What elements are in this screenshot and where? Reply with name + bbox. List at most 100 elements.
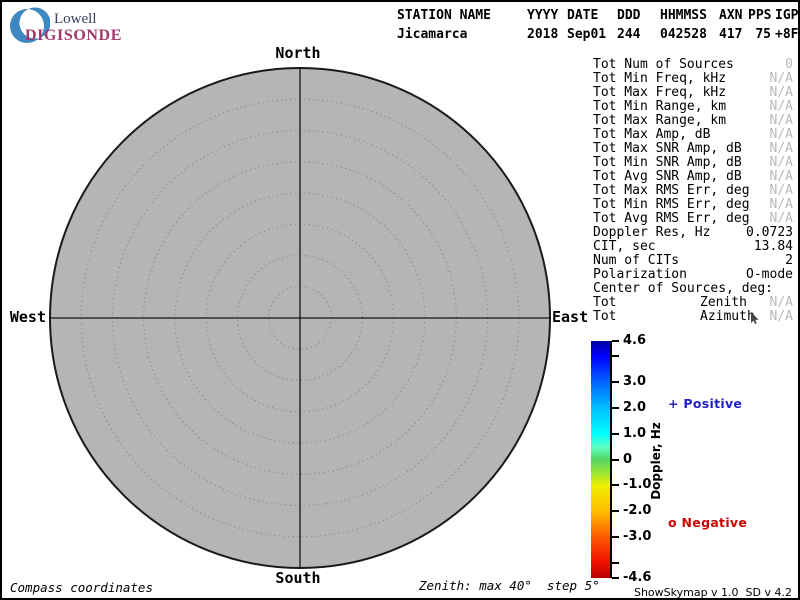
colorbar-tick	[612, 458, 619, 461]
station-col-6: PPS 75	[748, 6, 775, 44]
station-col-value: Sep01	[567, 27, 607, 42]
stat-value: N/A	[769, 197, 793, 212]
logo-product-text: DIGISONDE	[25, 27, 122, 44]
station-col-1: YYYY 2018	[527, 6, 567, 44]
station-col-header: PPS	[748, 8, 772, 23]
stat-label: Tot Min Range, km	[593, 99, 727, 114]
stat-value: N/A	[769, 113, 793, 128]
stat-label: Tot Max Range, km	[593, 113, 727, 128]
stat-row: Tot Num of Sources 0	[593, 58, 793, 72]
logo-name-text: Lowell	[54, 11, 97, 27]
colorbar-tick	[612, 432, 619, 435]
coordinates-label: Compass coordinates	[10, 580, 153, 595]
stat-row: Tot Min Freq, kHz N/A	[593, 72, 793, 86]
colorbar-tick-label: 1.0	[623, 425, 647, 441]
stat-label: Num of CITs	[593, 253, 680, 268]
colorbar-tick-label: 0	[623, 451, 633, 467]
compass-label-south: South	[275, 569, 321, 587]
stat-row: Tot Max Freq, kHz N/A	[593, 86, 793, 100]
stats-panel: Tot Num of Sources 0 Tot Min Freq, kHz N/A T…	[593, 58, 793, 324]
colorbar-tick-label: -1.0	[623, 477, 652, 493]
stat-row: Tot Avg SNR Amp, dB N/A	[593, 170, 793, 184]
zenith-range-label: Zenith: max 40° step 5°	[419, 578, 600, 593]
colorbar-tick	[612, 577, 619, 579]
stat-label: Tot	[593, 309, 617, 324]
skymap-plot	[49, 67, 551, 569]
stat-value: N/A	[769, 169, 793, 184]
stat-row: Polarization O-mode	[593, 268, 793, 282]
stat-label: Tot Num of Sources	[593, 57, 734, 72]
stat-label: Tot Min Freq, kHz	[593, 71, 727, 86]
stat-value: N/A	[769, 183, 793, 198]
stat-value: 0.0723	[746, 225, 793, 240]
station-col-value: 2018	[527, 27, 559, 42]
compass-label-east: East	[552, 308, 589, 326]
stat-value: N/A	[769, 211, 793, 226]
stat-sublabel: Azimuth	[700, 309, 755, 324]
stat-value: N/A	[769, 155, 793, 170]
station-col-header: AXN	[719, 8, 743, 23]
stat-row: Doppler Res, Hz 0.0723	[593, 226, 793, 240]
stat-value: 2	[785, 253, 793, 268]
station-col-header: DDD	[617, 8, 641, 23]
stat-label: CIT, sec	[593, 239, 656, 254]
colorbar-tick-label: -3.0	[623, 528, 652, 544]
station-col-7: IGP +8F	[775, 6, 799, 44]
colorbar-title: Doppler, Hz	[649, 422, 663, 500]
stat-label: Tot Avg RMS Err, deg	[593, 211, 750, 226]
colorbar-tick	[612, 381, 619, 384]
colorbar-tick	[612, 561, 619, 564]
stat-label: Tot Max Amp, dB	[593, 127, 711, 142]
positive-legend: + Positive	[668, 396, 743, 411]
stat-label: Tot Max Freq, kHz	[593, 85, 727, 100]
stat-row: Tot Max RMS Err, deg N/A	[593, 184, 793, 198]
stat-value: O-mode	[746, 267, 793, 282]
station-table: STATION NAME Jicamarca YYYY 2018 DATE Sep01 DD…	[397, 6, 799, 44]
station-col-value: 244	[617, 27, 641, 42]
colorbar-tick-label: 2.0	[623, 400, 647, 416]
stat-label: Tot Min SNR Amp, dB	[593, 155, 742, 170]
stat-row: Tot Max Range, km N/A	[593, 114, 793, 128]
colorbar-tick	[612, 484, 619, 487]
station-col-3: DDD 244	[617, 6, 660, 44]
stat-label: Tot Min RMS Err, deg	[593, 197, 750, 212]
colorbar-tick-label: -2.0	[623, 502, 652, 518]
colorbar-tick	[612, 407, 619, 410]
station-col-5: AXN 417	[719, 6, 748, 44]
station-col-value: 042528	[660, 27, 707, 42]
stat-row: Center of Sources, deg:	[593, 282, 793, 296]
station-col-header: YYYY	[527, 8, 559, 23]
station-col-header: DATE	[567, 8, 599, 23]
stat-row: Num of CITs 2	[593, 254, 793, 268]
stat-label: Center of Sources, deg:	[593, 281, 774, 296]
stat-value: N/A	[769, 127, 793, 142]
stat-label: Tot Max RMS Err, deg	[593, 183, 750, 198]
station-col-header: IGP	[775, 8, 799, 23]
stat-label: Tot Avg SNR Amp, dB	[593, 169, 742, 184]
compass-label-north: North	[275, 44, 321, 62]
stat-value: N/A	[769, 85, 793, 100]
station-col-header: STATION NAME	[397, 8, 491, 23]
stat-row: CIT, sec 13.84	[593, 240, 793, 254]
stat-value: N/A	[769, 99, 793, 114]
negative-legend: o Negative	[668, 515, 748, 530]
colorbar-tick	[612, 535, 619, 538]
colorbar-tick-label: 3.0	[623, 374, 647, 390]
stat-row: Tot Min SNR Amp, dB N/A	[593, 156, 793, 170]
stat-row: Tot Min Range, km N/A	[593, 100, 793, 114]
stat-row: Tot Azimuth N/A	[593, 310, 793, 324]
stat-sublabel: Zenith	[700, 295, 747, 310]
station-col-value: 417	[719, 27, 743, 42]
crescent-logo-icon	[10, 7, 50, 43]
stat-value: N/A	[769, 141, 793, 156]
station-col-value: +8F	[775, 27, 799, 42]
station-col-0: STATION NAME Jicamarca	[397, 6, 527, 44]
station-col-value: Jicamarca	[397, 27, 468, 42]
mouse-cursor-icon	[751, 312, 759, 324]
station-col-2: DATE Sep01	[567, 6, 617, 44]
station-col-value: 75	[755, 27, 771, 42]
station-col-header: HHMMSS	[660, 8, 707, 23]
stat-label: Polarization	[593, 267, 687, 282]
stat-value: 0	[785, 57, 793, 72]
